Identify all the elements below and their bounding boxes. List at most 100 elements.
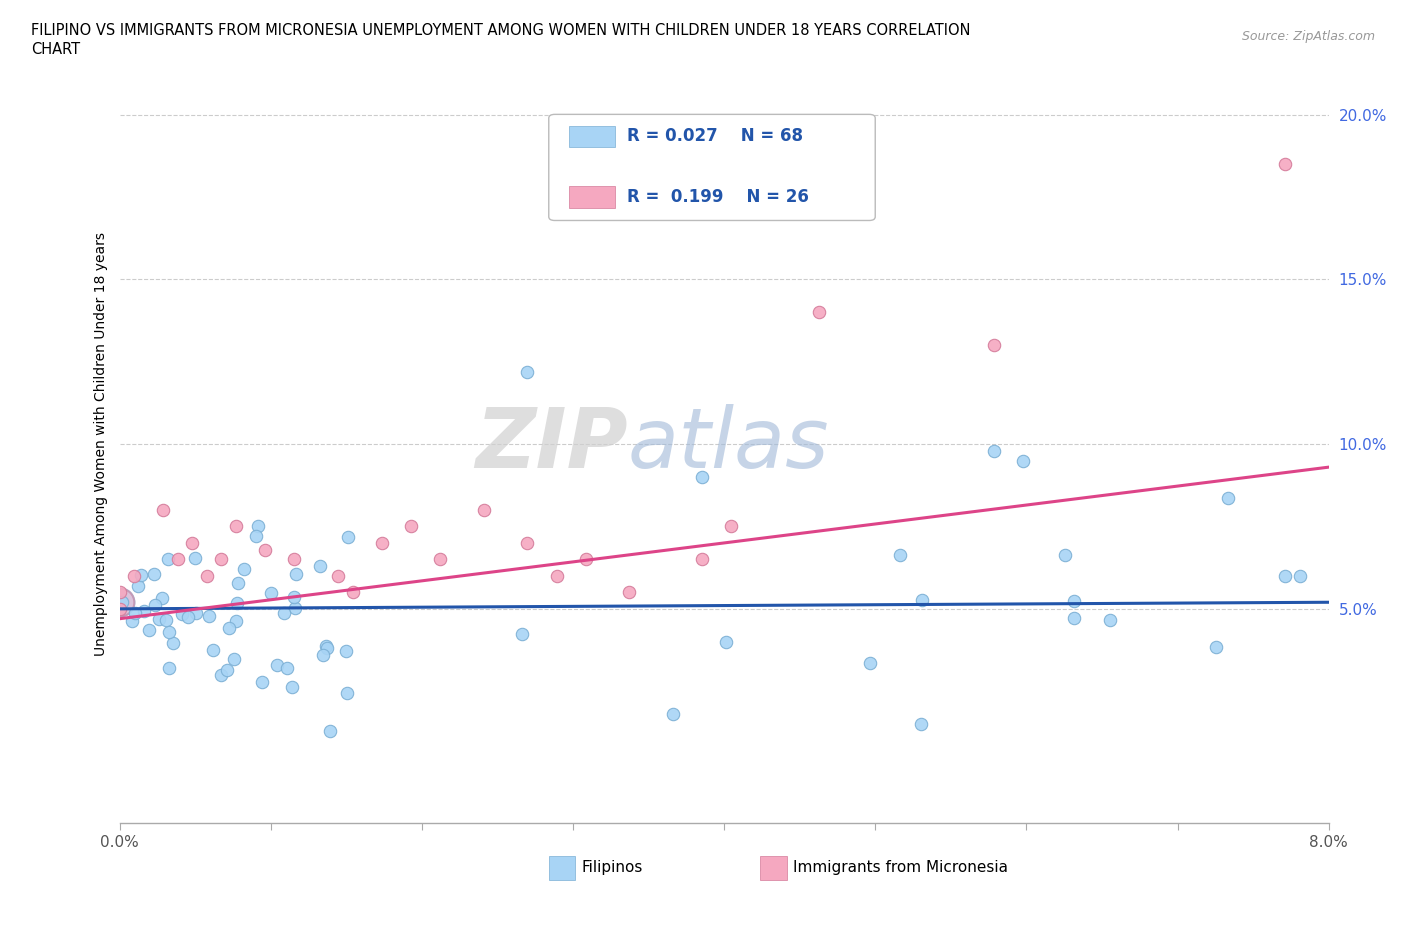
Point	[284, 601, 307, 616]
Point	[254, 542, 277, 557]
Point	[690, 552, 713, 567]
Point	[337, 529, 360, 544]
Point	[335, 644, 357, 658]
Point	[228, 576, 250, 591]
Point	[143, 566, 166, 581]
Point	[1288, 568, 1310, 583]
Point	[280, 680, 302, 695]
Point	[108, 595, 131, 610]
Text: ZIP: ZIP	[475, 404, 627, 485]
Point	[172, 606, 194, 621]
Point	[150, 591, 173, 605]
Point	[662, 707, 685, 722]
Point	[273, 606, 295, 621]
Point	[1011, 453, 1033, 468]
Y-axis label: Unemployment Among Women with Children Under 18 years: Unemployment Among Women with Children U…	[94, 232, 108, 656]
Point	[472, 502, 495, 517]
Point	[429, 552, 451, 567]
Text: FILIPINO VS IMMIGRANTS FROM MICRONESIA UNEMPLOYMENT AMONG WOMEN WITH CHILDREN UN: FILIPINO VS IMMIGRANTS FROM MICRONESIA U…	[31, 23, 970, 38]
Point	[312, 647, 335, 662]
Point	[859, 656, 882, 671]
Point	[276, 660, 298, 675]
Point	[138, 622, 160, 637]
Point	[155, 612, 177, 627]
FancyBboxPatch shape	[548, 114, 875, 220]
Text: CHART: CHART	[31, 42, 80, 57]
Point	[209, 668, 232, 683]
Point	[326, 568, 349, 583]
Point	[316, 640, 339, 655]
Point	[246, 518, 269, 533]
Point	[546, 568, 568, 583]
Point	[619, 585, 641, 600]
Point	[716, 634, 738, 649]
Point	[226, 596, 249, 611]
Point	[127, 578, 149, 593]
Point	[575, 552, 598, 567]
Text: atlas: atlas	[627, 404, 830, 485]
Point	[910, 717, 932, 732]
Point	[399, 519, 422, 534]
Point	[156, 551, 179, 566]
Point	[211, 552, 233, 567]
Point	[195, 568, 218, 583]
Point	[122, 568, 145, 583]
Point	[108, 595, 131, 610]
Point	[807, 305, 830, 320]
Bar	[569, 186, 616, 207]
Point	[162, 635, 184, 650]
Point	[1063, 593, 1085, 608]
Point	[283, 590, 305, 604]
Point	[983, 338, 1005, 352]
Text: Filipinos: Filipinos	[582, 860, 643, 875]
Bar	[761, 856, 787, 880]
Point	[157, 625, 180, 640]
Point	[215, 663, 238, 678]
Point	[198, 608, 221, 623]
Point	[225, 519, 247, 534]
Text: R = 0.027    N = 68: R = 0.027 N = 68	[627, 127, 803, 145]
Point	[285, 566, 308, 581]
Point	[889, 548, 911, 563]
Point	[983, 444, 1005, 458]
Point	[201, 643, 224, 658]
Point	[371, 536, 394, 551]
Point	[720, 519, 742, 534]
Point	[1099, 613, 1122, 628]
Point	[1063, 611, 1085, 626]
Point	[184, 605, 207, 620]
Point	[1205, 639, 1227, 654]
Point	[690, 470, 713, 485]
Point	[129, 568, 152, 583]
Point	[181, 536, 204, 551]
Text: Source: ZipAtlas.com: Source: ZipAtlas.com	[1241, 30, 1375, 43]
Point	[516, 365, 538, 379]
Point	[1054, 548, 1077, 563]
Point	[315, 638, 337, 653]
Point	[510, 626, 533, 641]
Point	[224, 652, 246, 667]
Point	[108, 585, 131, 600]
Point	[260, 586, 283, 601]
Point	[166, 552, 188, 567]
Point	[152, 502, 174, 517]
Point	[183, 551, 205, 565]
Point	[143, 597, 166, 612]
Point	[342, 585, 364, 600]
Point	[245, 529, 267, 544]
Point	[1216, 490, 1239, 505]
Point	[1274, 568, 1296, 583]
Point	[121, 614, 143, 629]
Point	[111, 594, 134, 609]
Point	[218, 621, 240, 636]
Point	[132, 604, 155, 618]
Point	[319, 724, 342, 738]
Text: Immigrants from Micronesia: Immigrants from Micronesia	[793, 860, 1008, 875]
Point	[266, 658, 288, 672]
Bar	[569, 126, 616, 147]
Point	[225, 613, 247, 628]
Point	[335, 686, 357, 701]
Bar	[548, 856, 575, 880]
Text: R =  0.199    N = 26: R = 0.199 N = 26	[627, 188, 810, 206]
Point	[283, 552, 305, 567]
